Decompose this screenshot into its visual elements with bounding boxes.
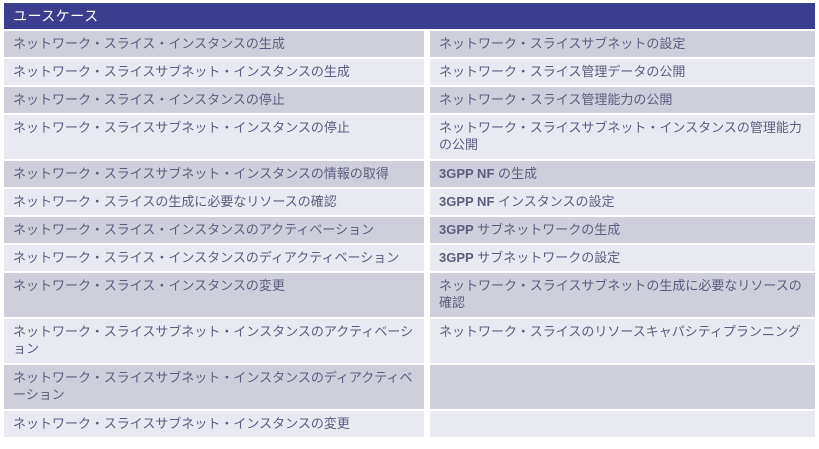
table-row: ネットワーク・スライスサブネット・インスタンスのディアクティベーション [4, 365, 815, 409]
table-body: ネットワーク・スライス・インスタンスの生成 ネットワーク・スライスサブネットの設… [4, 31, 815, 437]
table-row: ネットワーク・スライス・インスタンスの停止 ネットワーク・スライス管理能力の公開 [4, 87, 815, 113]
use-case-cell-left: ネットワーク・スライスサブネット・インスタンスの情報の取得 [4, 161, 424, 187]
table-row: ネットワーク・スライスサブネット・インスタンスの停止 ネットワーク・スライスサブ… [4, 115, 815, 159]
table-header-label: ユースケース [13, 8, 99, 24]
use-case-table: ユースケース ネットワーク・スライス・インスタンスの生成 ネットワーク・スライス… [4, 3, 815, 437]
use-case-cell-left: ネットワーク・スライスサブネット・インスタンスの変更 [4, 411, 424, 437]
table-row: ネットワーク・スライス・インスタンスの生成 ネットワーク・スライスサブネットの設… [4, 31, 815, 57]
use-case-cell-right [430, 365, 815, 409]
table-row: ネットワーク・スライスの生成に必要なリソースの確認 3GPP NF インスタンス… [4, 189, 815, 215]
table-header: ユースケース [4, 3, 815, 29]
table-row: ネットワーク・スライスサブネット・インスタンスの変更 [4, 411, 815, 437]
use-case-cell-right: ネットワーク・スライス管理能力の公開 [430, 87, 815, 113]
bold-prefix: 3GPP NF [439, 194, 495, 209]
table-row: ネットワーク・スライスサブネット・インスタンスの生成 ネットワーク・スライス管理… [4, 59, 815, 85]
use-case-cell-right: 3GPP NF インスタンスの設定 [430, 189, 815, 215]
use-case-cell-right: ネットワーク・スライスのリソースキャパシティプランニング [430, 319, 815, 363]
use-case-cell-left: ネットワーク・スライス・インスタンスのディアクティベーション [4, 245, 424, 271]
use-case-cell-right: ネットワーク・スライスサブネットの生成に必要なリソースの確認 [430, 273, 815, 317]
use-case-cell-right: ネットワーク・スライスサブネットの設定 [430, 31, 815, 57]
bold-prefix: 3GPP NF [439, 166, 495, 181]
use-case-cell-left: ネットワーク・スライス・インスタンスのアクティベーション [4, 217, 424, 243]
table-row: ネットワーク・スライス・インスタンスのアクティベーション 3GPP サブネットワ… [4, 217, 815, 243]
use-case-cell-left: ネットワーク・スライスサブネット・インスタンスの生成 [4, 59, 424, 85]
use-case-cell-left: ネットワーク・スライスサブネット・インスタンスのディアクティベーション [4, 365, 424, 409]
use-case-cell-right: ネットワーク・スライスサブネット・インスタンスの管理能力の公開 [430, 115, 815, 159]
bold-prefix: 3GPP [439, 222, 474, 237]
use-case-cell-right: 3GPP NF の生成 [430, 161, 815, 187]
table-row: ネットワーク・スライスサブネット・インスタンスの情報の取得 3GPP NF の生… [4, 161, 815, 187]
use-case-cell-left: ネットワーク・スライスサブネット・インスタンスの停止 [4, 115, 424, 159]
use-case-cell-right: 3GPP サブネットワークの設定 [430, 245, 815, 271]
use-case-cell-left: ネットワーク・スライス・インスタンスの生成 [4, 31, 424, 57]
use-case-cell-left: ネットワーク・スライスサブネット・インスタンスのアクティベーション [4, 319, 424, 363]
use-case-cell-right: 3GPP サブネットワークの生成 [430, 217, 815, 243]
table-row: ネットワーク・スライス・インスタンスのディアクティベーション 3GPP サブネッ… [4, 245, 815, 271]
bold-prefix: 3GPP [439, 250, 474, 265]
use-case-cell-left: ネットワーク・スライスの生成に必要なリソースの確認 [4, 189, 424, 215]
use-case-cell-right: ネットワーク・スライス管理データの公開 [430, 59, 815, 85]
table-row: ネットワーク・スライス・インスタンスの変更 ネットワーク・スライスサブネットの生… [4, 273, 815, 317]
use-case-cell-left: ネットワーク・スライス・インスタンスの停止 [4, 87, 424, 113]
use-case-cell-left: ネットワーク・スライス・インスタンスの変更 [4, 273, 424, 317]
use-case-cell-right [430, 411, 815, 437]
table-row: ネットワーク・スライスサブネット・インスタンスのアクティベーション ネットワーク… [4, 319, 815, 363]
